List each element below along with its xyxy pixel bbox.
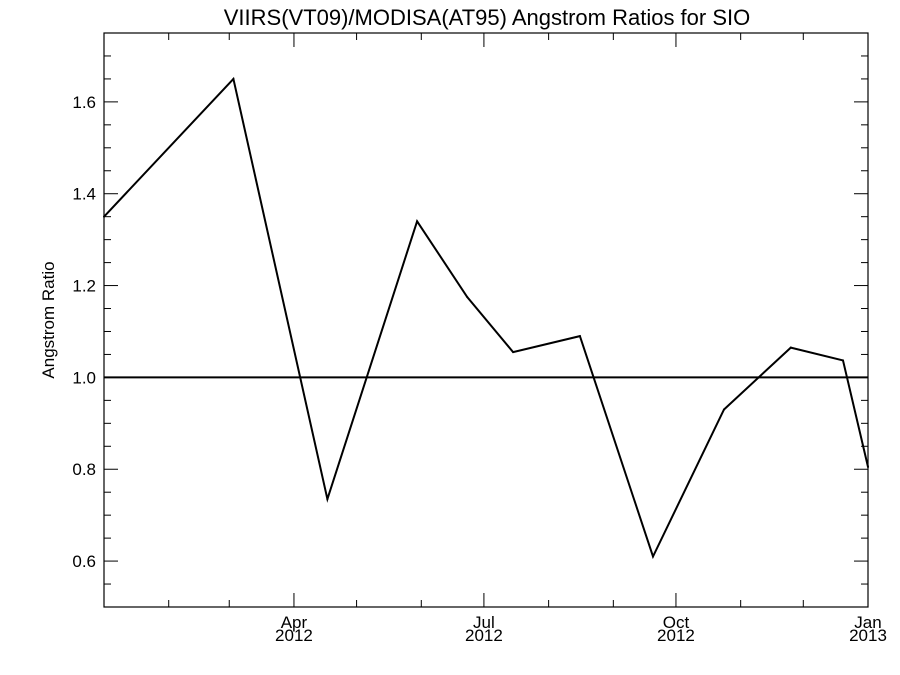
x-tick-month-label: Oct — [663, 613, 690, 632]
x-tick-year-label: 2013 — [849, 626, 887, 645]
x-tick-year-label: 2012 — [657, 626, 695, 645]
data-point — [326, 498, 329, 501]
data-point — [103, 215, 105, 218]
axis-ticks — [104, 32, 869, 608]
x-tick-year-label: 2012 — [275, 626, 313, 645]
data-point — [232, 77, 235, 80]
x-tick-year-label: 2012 — [465, 626, 503, 645]
y-tick-label: 1.2 — [72, 277, 96, 296]
data-point — [841, 359, 844, 362]
y-tick-label: 1.6 — [72, 93, 96, 112]
y-tick-label: 0.8 — [72, 460, 96, 479]
x-tick-month-label: Jul — [473, 613, 495, 632]
chart-title: VIIRS(VT09)/MODISA(AT95) Angstrom Ratios… — [224, 5, 751, 30]
data-point — [578, 335, 581, 338]
x-tick-month-label: Jan — [854, 613, 881, 632]
tick-labels: 0.60.81.01.21.41.6Apr2012Jul2012Oct2012J… — [72, 93, 887, 645]
data-point — [867, 465, 869, 468]
data-point — [722, 408, 725, 411]
y-tick-label: 1.4 — [72, 185, 96, 204]
y-tick-label: 1.0 — [72, 368, 96, 387]
data-point — [416, 220, 419, 223]
series-line-angstrom-ratio — [103, 76, 869, 560]
data-point — [789, 346, 792, 349]
x-tick-month-label: Apr — [281, 613, 308, 632]
data-marks — [103, 76, 869, 560]
y-tick-label: 0.6 — [72, 552, 96, 571]
y-axis-label: Angstrom Ratio — [39, 261, 58, 378]
data-point — [651, 555, 654, 558]
data-point — [512, 351, 515, 354]
data-point — [466, 296, 469, 299]
plot-frame — [103, 32, 869, 608]
